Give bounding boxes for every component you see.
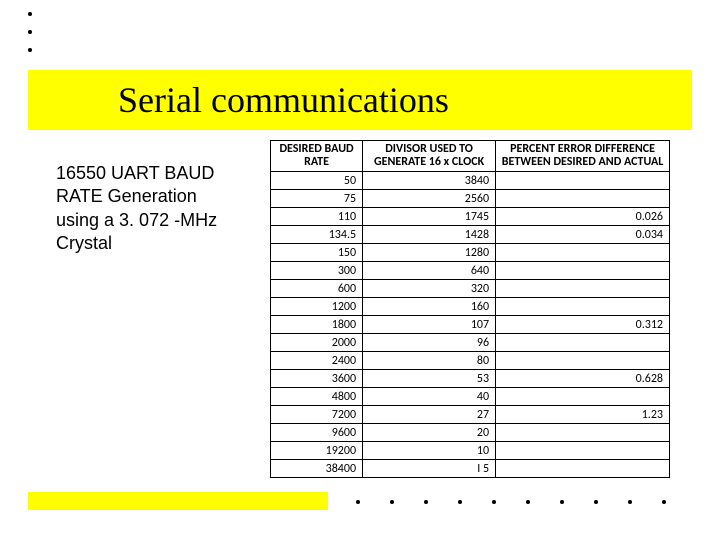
cell-divisor: 53 <box>363 370 496 388</box>
table-row: 960020 <box>271 424 670 442</box>
cell-error: 0.628 <box>496 370 670 388</box>
table-row: 3600530.628 <box>271 370 670 388</box>
table-row: 38400I 5 <box>271 460 670 478</box>
cell-baud: 2000 <box>271 334 363 352</box>
cell-divisor: 10 <box>363 442 496 460</box>
cell-baud: 150 <box>271 244 363 262</box>
cell-divisor: 27 <box>363 406 496 424</box>
baud-rate-table-container: DESIRED BAUD RATE DIVISOR USED TO GENERA… <box>270 140 670 478</box>
table-row: 503840 <box>271 172 670 190</box>
table-row: 1920010 <box>271 442 670 460</box>
cell-error <box>496 442 670 460</box>
header-error: PERCENT ERROR DIFFERENCE BETWEEN DESIRED… <box>496 141 670 172</box>
cell-divisor: 40 <box>363 388 496 406</box>
cell-error <box>496 424 670 442</box>
cell-error <box>496 190 670 208</box>
table-row: 200096 <box>271 334 670 352</box>
cell-baud: 300 <box>271 262 363 280</box>
cell-error <box>496 262 670 280</box>
cell-error <box>496 334 670 352</box>
table-row: 18001070.312 <box>271 316 670 334</box>
cell-error <box>496 280 670 298</box>
cell-baud: 19200 <box>271 442 363 460</box>
table-row: 600320 <box>271 280 670 298</box>
cell-error <box>496 460 670 478</box>
cell-baud: 110 <box>271 208 363 226</box>
decorative-dots-bottom <box>356 500 666 504</box>
cell-divisor: 107 <box>363 316 496 334</box>
cell-divisor: 320 <box>363 280 496 298</box>
cell-error: 1.23 <box>496 406 670 424</box>
cell-error <box>496 172 670 190</box>
table-row: 480040 <box>271 388 670 406</box>
decorative-dots-top <box>28 12 32 52</box>
decorative-bar-bottom <box>28 492 328 510</box>
cell-baud: 1800 <box>271 316 363 334</box>
cell-baud: 75 <box>271 190 363 208</box>
table-row: 134.514280.034 <box>271 226 670 244</box>
cell-divisor: 96 <box>363 334 496 352</box>
cell-baud: 600 <box>271 280 363 298</box>
cell-divisor: 160 <box>363 298 496 316</box>
header-baud: DESIRED BAUD RATE <box>271 141 363 172</box>
cell-error: 0.312 <box>496 316 670 334</box>
cell-divisor: 1745 <box>363 208 496 226</box>
table-row: 1200160 <box>271 298 670 316</box>
cell-baud: 38400 <box>271 460 363 478</box>
cell-baud: 134.5 <box>271 226 363 244</box>
cell-divisor: 1428 <box>363 226 496 244</box>
table-row: 11017450.026 <box>271 208 670 226</box>
table-header-row: DESIRED BAUD RATE DIVISOR USED TO GENERA… <box>271 141 670 172</box>
cell-divisor: 3840 <box>363 172 496 190</box>
cell-error: 0.026 <box>496 208 670 226</box>
cell-baud: 7200 <box>271 406 363 424</box>
cell-divisor: 2560 <box>363 190 496 208</box>
table-row: 300640 <box>271 262 670 280</box>
table-row: 7200271.23 <box>271 406 670 424</box>
cell-baud: 1200 <box>271 298 363 316</box>
table-row: 752560 <box>271 190 670 208</box>
cell-divisor: 1280 <box>363 244 496 262</box>
cell-divisor: 640 <box>363 262 496 280</box>
slide-title: Serial communications <box>118 79 449 121</box>
table-row: 240080 <box>271 352 670 370</box>
table-row: 1501280 <box>271 244 670 262</box>
cell-baud: 4800 <box>271 388 363 406</box>
cell-error <box>496 244 670 262</box>
header-divisor: DIVISOR USED TO GENERATE 16 x CLOCK <box>363 141 496 172</box>
cell-error: 0.034 <box>496 226 670 244</box>
cell-error <box>496 352 670 370</box>
cell-divisor: 80 <box>363 352 496 370</box>
cell-divisor: I 5 <box>363 460 496 478</box>
cell-baud: 2400 <box>271 352 363 370</box>
cell-divisor: 20 <box>363 424 496 442</box>
cell-baud: 9600 <box>271 424 363 442</box>
cell-baud: 3600 <box>271 370 363 388</box>
cell-baud: 50 <box>271 172 363 190</box>
title-bar: Serial communications <box>28 70 692 130</box>
cell-error <box>496 298 670 316</box>
baud-rate-table: DESIRED BAUD RATE DIVISOR USED TO GENERA… <box>270 140 670 478</box>
description-text: 16550 UART BAUD RATE Generation using a … <box>56 162 236 256</box>
cell-error <box>496 388 670 406</box>
